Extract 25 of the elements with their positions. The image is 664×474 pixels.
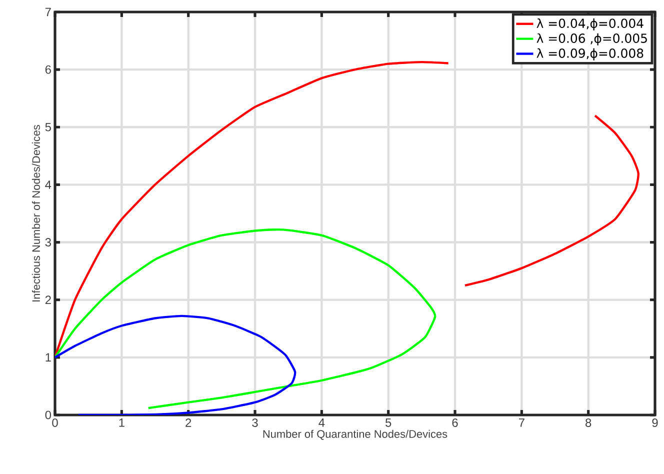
y-tick-label: 2 [45, 296, 51, 304]
x-tick-label: 0 [52, 418, 58, 427]
y-tick-label: 6 [45, 65, 51, 74]
legend-label: λ =0.06 ,ϕ=0.005 [536, 33, 647, 46]
x-tick-label: 1 [119, 418, 124, 427]
y-axis-title: Infectious Number of Nodes/Devices [32, 124, 40, 302]
x-axis-title: Number of Quarantine Nodes/Devices [263, 430, 448, 440]
x-tick-label: 7 [518, 418, 524, 427]
line-series [55, 228, 436, 410]
x-tick-label: 9 [652, 418, 658, 427]
x-tick-label: 5 [386, 418, 392, 427]
y-tick-label: 3 [45, 238, 51, 246]
x-tick-label: 2 [186, 418, 192, 427]
legend-label: λ =0.09,ϕ=0.008 [536, 48, 644, 60]
y-tick-label: 5 [45, 122, 51, 132]
x-tick-label: 6 [452, 418, 458, 427]
x-tick-label: 3 [252, 418, 258, 427]
y-tick-label: 4 [45, 180, 52, 189]
x-tick-label: 4 [318, 418, 325, 427]
x-tick-label: 8 [586, 418, 592, 427]
y-tick-label: 1 [46, 353, 51, 362]
y-tick-label: 0 [45, 410, 52, 420]
line-series [55, 314, 296, 415]
legend-label: λ =0.04,ϕ=0.004 [536, 18, 644, 30]
y-tick-label: 7 [45, 8, 51, 16]
